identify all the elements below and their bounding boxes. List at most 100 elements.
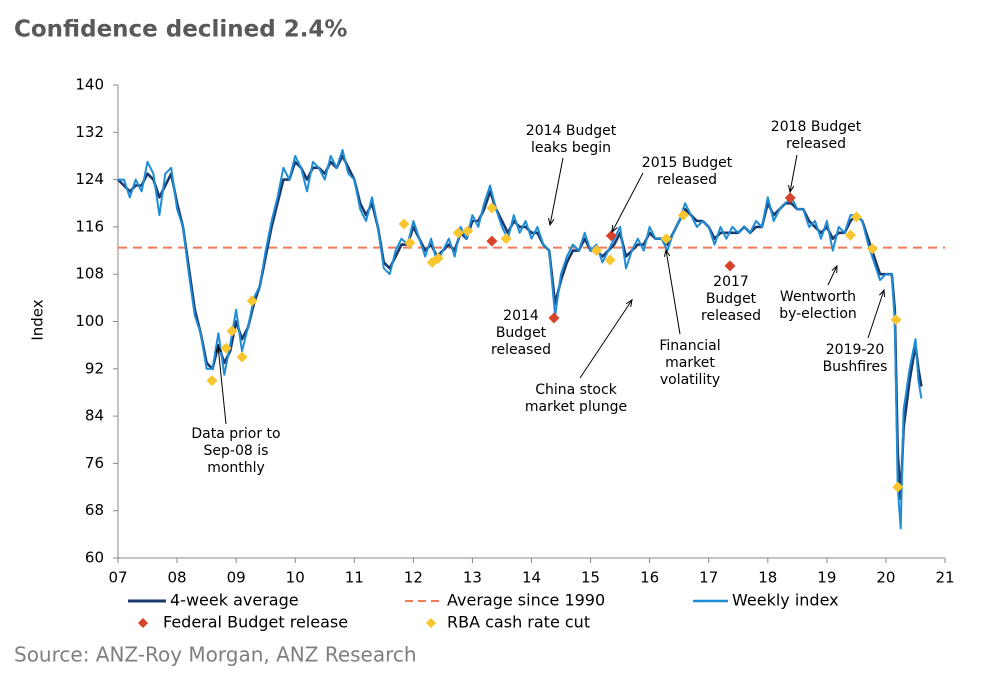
legend-label: Weekly index — [732, 591, 839, 610]
marker — [548, 312, 560, 324]
annotation-arrow — [579, 299, 633, 379]
annotation: 2014 — [503, 308, 539, 324]
x-tick-label: 14 — [522, 569, 541, 587]
marker — [236, 351, 248, 363]
marker — [866, 243, 878, 255]
x-tick-label: 15 — [581, 569, 600, 587]
x-tick-label: 19 — [817, 569, 836, 587]
marker — [844, 229, 856, 241]
annotation: 2017 — [713, 274, 749, 290]
y-tick-label: 124 — [75, 170, 104, 188]
marker — [784, 192, 796, 204]
annotation: market plunge — [525, 399, 627, 415]
legend-swatch — [426, 618, 436, 628]
marker — [404, 237, 416, 249]
legend-label: Average since 1990 — [447, 591, 605, 610]
arrow-head — [663, 248, 671, 257]
annotation: 2015 Budget — [642, 155, 733, 171]
arrow-head — [788, 185, 795, 194]
arrow-head — [548, 218, 555, 227]
arrow-head — [215, 344, 222, 353]
marker — [500, 233, 512, 245]
legend-label: RBA cash rate cut — [447, 613, 590, 632]
annotation-arrow — [789, 154, 798, 193]
marker — [226, 325, 238, 337]
annotation: released — [701, 308, 761, 324]
y-tick-label: 92 — [85, 359, 104, 377]
marker — [660, 233, 672, 245]
marker — [890, 314, 902, 326]
marker — [246, 295, 258, 307]
annotation: China stock — [535, 382, 617, 398]
annotation: monthly — [207, 460, 265, 476]
marker — [850, 211, 862, 223]
x-tick-label: 07 — [108, 569, 127, 587]
annotation: by-election — [779, 306, 857, 322]
arrow-head — [878, 288, 886, 298]
annotation-arrow — [665, 249, 681, 335]
annotation-arrow — [217, 345, 227, 425]
y-tick-label: 132 — [75, 123, 104, 141]
legend-label: Federal Budget release — [163, 613, 348, 632]
y-tick-label: 100 — [75, 312, 104, 330]
arrow-head — [625, 298, 633, 307]
annotation: volatility — [660, 372, 720, 388]
y-tick-label: 60 — [85, 549, 104, 567]
x-tick-label: 20 — [876, 569, 895, 587]
source: Source: ANZ-Roy Morgan, ANZ Research — [14, 643, 417, 667]
x-tick-label: 21 — [935, 569, 954, 587]
x-tick-label: 12 — [404, 569, 423, 587]
annotation: 2018 Budget — [771, 119, 862, 135]
annotation-arrow — [867, 289, 885, 339]
y-tick-label: 84 — [85, 407, 104, 425]
marker — [604, 254, 616, 266]
x-tick-label: 08 — [168, 569, 187, 587]
legend-label: 4-week average — [170, 591, 299, 610]
chart-title: Confidence declined 2.4% — [14, 17, 347, 43]
arrow-head — [611, 224, 618, 234]
annotation: Budget — [496, 325, 547, 341]
annotation-arrow — [611, 172, 644, 233]
x-tick-label: 13 — [463, 569, 482, 587]
marker — [605, 230, 617, 242]
marker — [677, 209, 689, 221]
annotation-arrow — [827, 265, 838, 286]
marker — [398, 218, 410, 230]
annotation: Bushfires — [823, 359, 888, 375]
annotation: leaks begin — [531, 140, 611, 156]
annotation: released — [491, 342, 551, 358]
marker — [486, 202, 498, 214]
x-tick-label: 10 — [286, 569, 305, 587]
annotation: 2019-20 — [826, 342, 885, 358]
arrow-head — [831, 264, 838, 274]
annotation: Financial — [659, 338, 720, 354]
marker — [220, 342, 232, 354]
marker — [462, 225, 474, 237]
y-tick-label: 116 — [75, 217, 104, 235]
y-tick-label: 140 — [75, 76, 104, 94]
annotation: Sep-08 is — [204, 443, 269, 459]
annotation: Budget — [706, 291, 757, 307]
x-tick-label: 09 — [227, 569, 246, 587]
annotation: released — [786, 136, 846, 152]
x-tick-label: 11 — [345, 569, 364, 587]
annotation: market — [665, 355, 715, 371]
series-line — [118, 149, 923, 530]
marker — [724, 260, 736, 272]
marker — [432, 252, 444, 264]
annotation: 2014 Budget — [526, 123, 617, 139]
marker — [206, 375, 218, 387]
x-tick-label: 17 — [699, 569, 718, 587]
x-tick-label: 18 — [758, 569, 777, 587]
y-tick-label: 76 — [85, 454, 104, 472]
annotation-arrow — [549, 157, 564, 226]
marker — [486, 235, 498, 247]
marker — [892, 481, 904, 493]
x-tick-label: 16 — [640, 569, 659, 587]
annotation: released — [657, 172, 717, 188]
y-tick-label: 68 — [85, 501, 104, 519]
marker — [452, 227, 464, 239]
annotation: Data prior to — [191, 426, 280, 442]
y-tick-label: 108 — [75, 265, 104, 283]
